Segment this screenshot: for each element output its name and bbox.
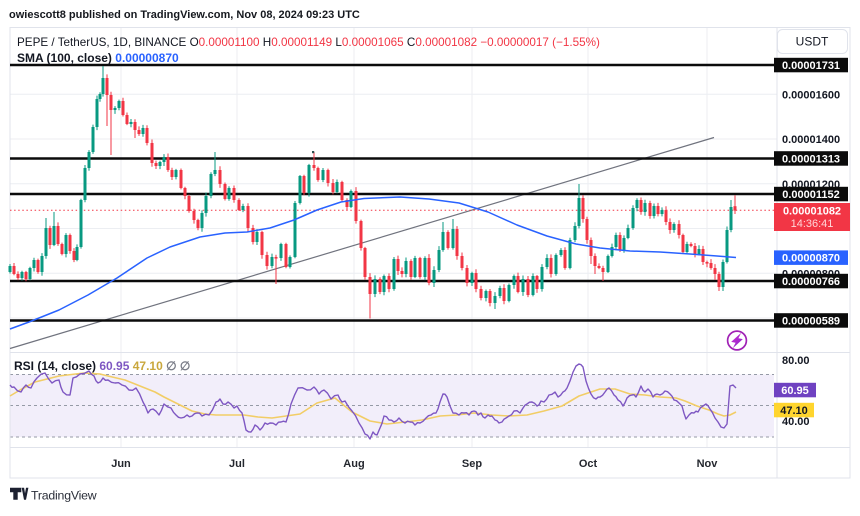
svg-text:Jul: Jul bbox=[229, 458, 245, 470]
svg-text:Aug: Aug bbox=[343, 458, 364, 470]
svg-text:PEPE / TetherUS, 1D, BINANCE O: PEPE / TetherUS, 1D, BINANCE O0.00001100… bbox=[17, 36, 600, 49]
svg-text:0.00000766: 0.00000766 bbox=[782, 276, 840, 288]
svg-text:40.00: 40.00 bbox=[782, 416, 810, 428]
svg-text:0.00001313: 0.00001313 bbox=[782, 153, 840, 165]
svg-text:0.00001600: 0.00001600 bbox=[782, 89, 840, 101]
svg-text:0.00001152: 0.00001152 bbox=[782, 189, 840, 201]
svg-text:80.00: 80.00 bbox=[782, 355, 810, 367]
svg-text:60.95: 60.95 bbox=[781, 385, 809, 397]
svg-text:0.00000589: 0.00000589 bbox=[782, 315, 840, 327]
svg-text:Nov: Nov bbox=[697, 458, 719, 470]
svg-text:14:36:41: 14:36:41 bbox=[791, 218, 834, 230]
svg-text:Jun: Jun bbox=[111, 458, 131, 470]
svg-text:Sep: Sep bbox=[462, 458, 482, 470]
svg-text:47.10: 47.10 bbox=[780, 405, 808, 417]
svg-text:SMA (100, close) 0.00000870: SMA (100, close) 0.00000870 bbox=[17, 51, 179, 65]
svg-text:owiescott8 published on Tradin: owiescott8 published on TradingView.com,… bbox=[9, 9, 360, 21]
svg-text:0.00000870: 0.00000870 bbox=[782, 253, 840, 265]
svg-text:0.00001400: 0.00001400 bbox=[782, 134, 840, 146]
svg-text:RSI (14, close) 60.95 47.10 ∅: RSI (14, close) 60.95 47.10 ∅ ∅ bbox=[14, 359, 190, 373]
svg-text:0.00001082: 0.00001082 bbox=[783, 206, 841, 218]
svg-text:TradingView: TradingView bbox=[31, 489, 97, 503]
svg-text:0.00001731: 0.00001731 bbox=[782, 60, 840, 72]
svg-text:USDT: USDT bbox=[796, 35, 829, 49]
svg-text:Oct: Oct bbox=[579, 458, 598, 470]
